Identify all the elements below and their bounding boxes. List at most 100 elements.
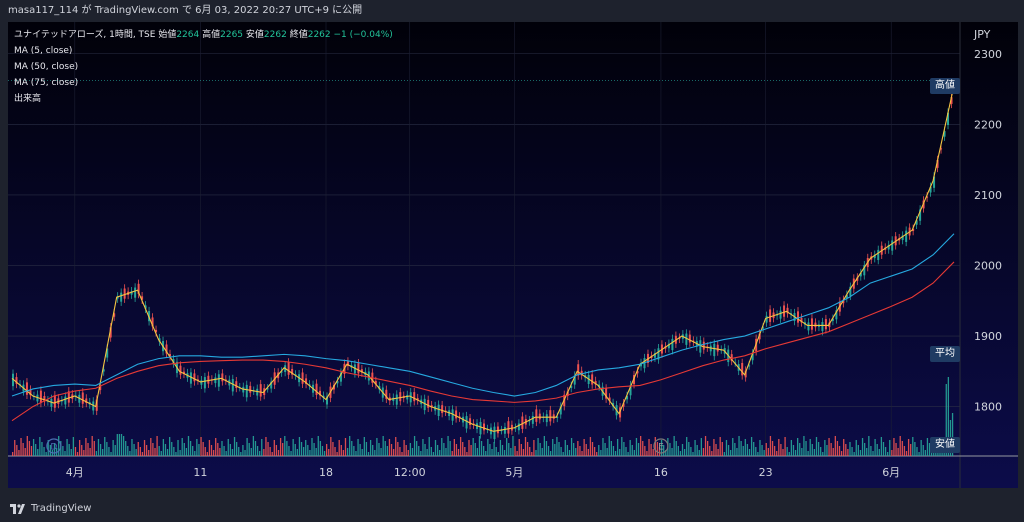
volume-bar xyxy=(64,451,65,456)
volume-bar xyxy=(745,439,746,456)
volume-bar xyxy=(803,436,804,456)
volume-bar xyxy=(676,441,677,456)
candle-body xyxy=(427,400,429,408)
volume-bar xyxy=(479,436,480,456)
volume-bar xyxy=(682,444,683,456)
volume-bar xyxy=(161,451,162,456)
candle-body xyxy=(591,374,593,384)
volume-bar xyxy=(567,445,568,456)
volume-bar xyxy=(251,448,252,456)
candle-body xyxy=(232,379,234,391)
volume-bar xyxy=(307,445,308,456)
candle-body xyxy=(480,422,482,434)
candle-body xyxy=(214,377,216,383)
volume-bar xyxy=(655,437,656,456)
volume-bar xyxy=(25,448,26,456)
volume-bar xyxy=(722,442,723,456)
volume-bar xyxy=(186,448,187,456)
volume-bar xyxy=(579,446,580,456)
volume-bar xyxy=(673,436,674,456)
volume-bar xyxy=(630,440,631,456)
volume-bar xyxy=(326,444,327,456)
candle-body xyxy=(780,311,782,319)
volume-bar xyxy=(73,437,74,456)
volume-bar xyxy=(171,442,172,456)
volume-bar xyxy=(468,440,469,456)
volume-bar xyxy=(261,439,262,456)
volume-bar xyxy=(324,451,325,456)
volume-bar xyxy=(236,442,237,456)
volume-bar xyxy=(33,439,34,456)
candle-body xyxy=(246,385,248,397)
volume-bar xyxy=(20,438,21,456)
volume-bar xyxy=(226,451,227,456)
volume-bar xyxy=(699,450,700,456)
candle-body xyxy=(357,363,359,373)
candle-body xyxy=(120,293,122,302)
volume-bar xyxy=(159,446,160,456)
candle-body xyxy=(546,414,548,422)
volume-bar xyxy=(403,440,404,456)
volume-bar xyxy=(418,446,419,456)
volume-bar xyxy=(462,442,463,456)
volume-bar xyxy=(295,444,296,456)
volume-bar xyxy=(801,448,802,456)
volume-bar xyxy=(200,437,201,456)
volume-bar xyxy=(232,449,233,456)
volume-bar xyxy=(897,448,898,456)
volume-bar xyxy=(110,452,111,456)
volume-bar xyxy=(175,452,176,456)
volume-bar xyxy=(207,452,208,456)
volume-bar xyxy=(883,442,884,456)
volume-bar xyxy=(454,439,455,456)
tradingview-logo[interactable]: TradingView xyxy=(10,495,91,522)
volume-bar xyxy=(458,449,459,456)
volume-bar xyxy=(422,439,423,456)
volume-bar xyxy=(636,438,637,456)
candle-body xyxy=(441,405,443,413)
volume-bar xyxy=(540,443,541,456)
volume-bar xyxy=(684,449,685,456)
volume-bar xyxy=(841,451,842,456)
y-tick-label: 2200 xyxy=(974,118,1002,131)
candle-body xyxy=(64,397,66,405)
volume-bar xyxy=(351,441,352,456)
candle-body xyxy=(811,318,813,329)
volume-bar xyxy=(297,449,298,456)
candle-body xyxy=(535,409,537,421)
volume-bar xyxy=(140,447,141,456)
candle-body xyxy=(783,305,785,316)
volume-bar xyxy=(22,443,23,456)
volume-bar xyxy=(877,444,878,456)
volume-bar xyxy=(269,447,270,456)
x-tick-label: 12:00 xyxy=(394,466,426,479)
volume-bar xyxy=(828,438,829,456)
volume-bar xyxy=(443,443,444,456)
volume-bar xyxy=(797,438,798,456)
volume-bar xyxy=(353,446,354,456)
volume-bar xyxy=(550,451,551,456)
volume-bar xyxy=(810,439,811,456)
volume-bar xyxy=(923,445,924,456)
volume-bar xyxy=(144,440,145,456)
volume-bar xyxy=(512,436,513,456)
volume-bar xyxy=(632,445,633,456)
volume-bar xyxy=(613,446,614,456)
candle-body xyxy=(54,395,56,407)
volume-bar xyxy=(826,445,827,456)
volume-bar xyxy=(412,448,413,456)
volume-bar xyxy=(332,442,333,456)
volume-bar xyxy=(868,436,869,456)
volume-bar xyxy=(583,439,584,456)
volume-bar xyxy=(789,452,790,456)
volume-bar xyxy=(219,448,220,456)
volume-bar xyxy=(364,437,365,456)
volume-bar xyxy=(309,450,310,456)
volume-bar xyxy=(221,441,222,456)
candle-body xyxy=(493,427,495,439)
volume-bar xyxy=(713,439,714,456)
volume-bar xyxy=(470,445,471,456)
volume-bar xyxy=(927,438,928,456)
